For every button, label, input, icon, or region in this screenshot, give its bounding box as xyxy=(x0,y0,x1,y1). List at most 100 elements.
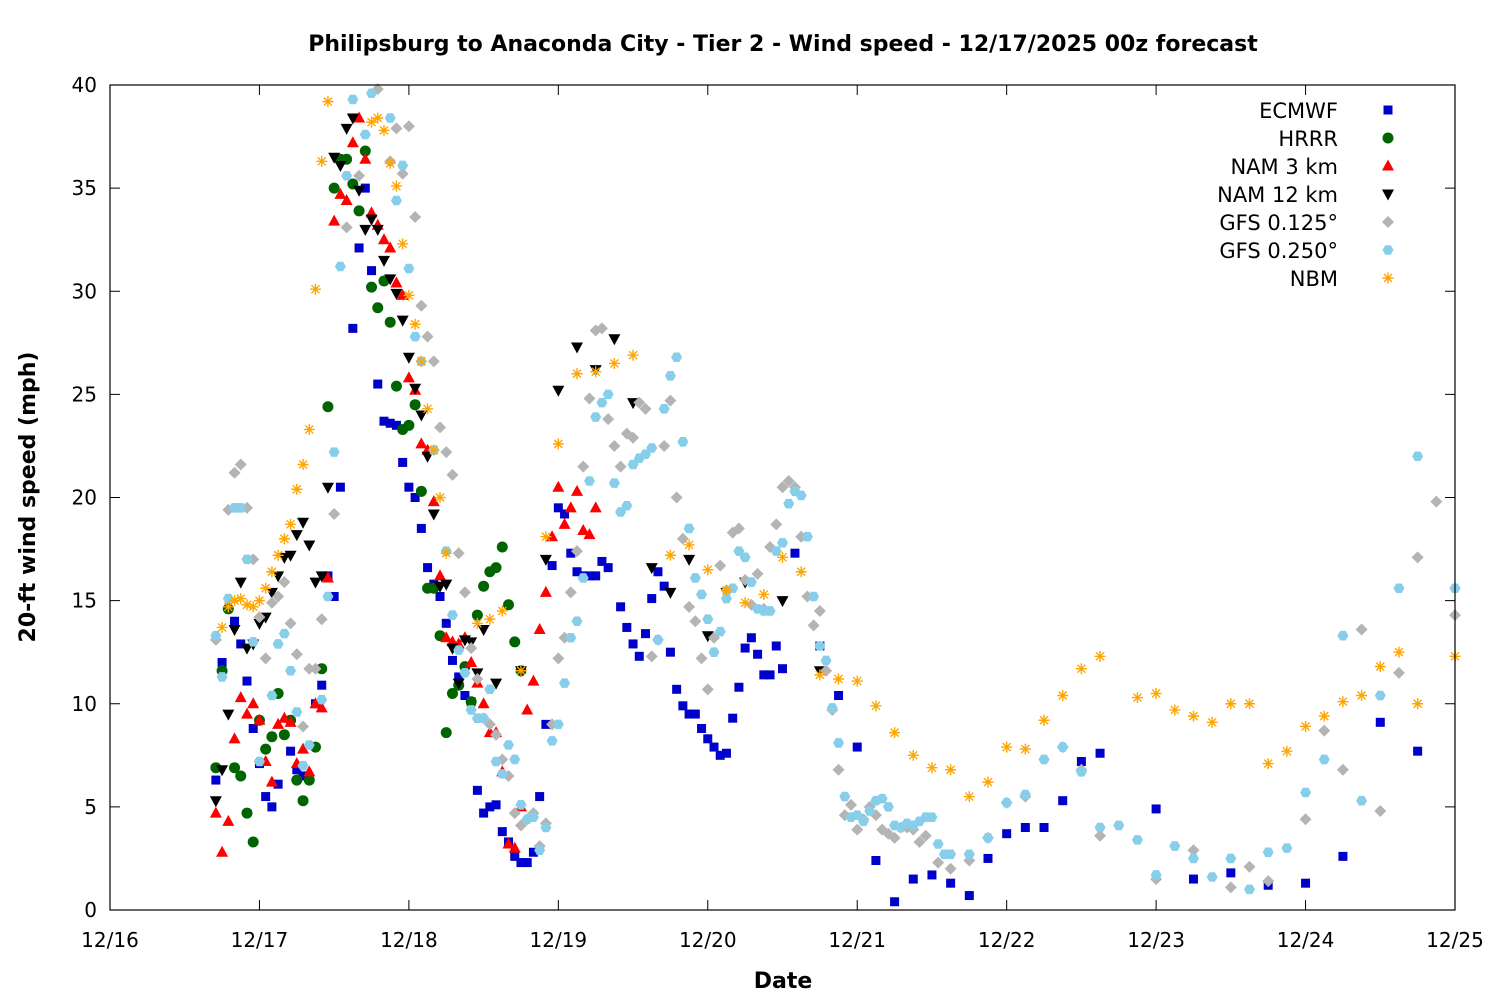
data-point xyxy=(672,684,682,694)
data-point xyxy=(907,749,919,761)
x-tick-label: 12/19 xyxy=(530,928,588,952)
data-point xyxy=(278,576,291,589)
data-point xyxy=(1057,742,1069,752)
data-point xyxy=(309,577,322,589)
data-point xyxy=(1225,853,1237,864)
data-point xyxy=(820,655,832,666)
data-point xyxy=(615,507,627,517)
data-point xyxy=(490,728,503,741)
y-axis-label: 20-ft wind speed (mph) xyxy=(16,352,41,643)
data-point xyxy=(290,530,303,542)
data-point xyxy=(720,593,732,604)
data-point xyxy=(919,829,932,842)
data-point xyxy=(465,696,477,708)
data-point xyxy=(452,547,465,560)
data-point xyxy=(945,849,957,860)
data-point xyxy=(416,523,426,533)
plot-frame xyxy=(109,84,1456,911)
data-point xyxy=(945,764,957,776)
data-point xyxy=(595,322,608,335)
data-point xyxy=(373,379,383,389)
data-point xyxy=(247,637,259,647)
data-point xyxy=(1374,690,1386,701)
data-point xyxy=(377,233,390,245)
data-point xyxy=(564,586,577,599)
data-point xyxy=(322,96,334,107)
series-gfs-0-125 xyxy=(209,83,1461,894)
data-point xyxy=(751,567,764,580)
data-point xyxy=(272,590,285,603)
data-point xyxy=(284,715,297,727)
data-point xyxy=(334,261,346,272)
data-point xyxy=(409,399,421,411)
data-point xyxy=(353,111,366,123)
data-point xyxy=(272,549,284,561)
data-point xyxy=(297,742,310,754)
data-point xyxy=(1224,881,1237,894)
data-point xyxy=(359,145,371,157)
data-point xyxy=(303,774,315,786)
data-point xyxy=(683,600,696,613)
data-point xyxy=(583,392,596,405)
data-point xyxy=(210,630,222,641)
data-point xyxy=(814,641,826,651)
data-point xyxy=(1356,690,1368,701)
data-point xyxy=(982,833,994,843)
data-point xyxy=(321,571,334,583)
data-point xyxy=(684,709,694,719)
data-point xyxy=(820,664,833,677)
data-point xyxy=(404,482,414,492)
data-point xyxy=(423,563,433,573)
data-point xyxy=(683,523,695,534)
data-point xyxy=(479,808,489,818)
data-point xyxy=(677,437,689,447)
data-point xyxy=(702,614,714,624)
data-point xyxy=(515,800,527,810)
data-point xyxy=(795,566,807,578)
data-point xyxy=(259,652,272,665)
data-point xyxy=(653,567,663,577)
data-point xyxy=(1206,872,1218,882)
data-point xyxy=(266,731,278,743)
data-point xyxy=(777,538,788,548)
series-ecmwf xyxy=(211,183,1423,907)
data-point xyxy=(1150,687,1162,699)
data-point xyxy=(1113,820,1125,831)
data-point xyxy=(539,585,552,597)
y-tick-label: 30 xyxy=(72,279,97,303)
data-point xyxy=(639,402,652,415)
data-point xyxy=(1338,851,1348,861)
data-point xyxy=(1094,650,1106,662)
data-point xyxy=(428,444,440,456)
data-point xyxy=(353,205,365,217)
data-point xyxy=(664,394,677,407)
data-point xyxy=(553,503,563,513)
data-point xyxy=(658,439,671,452)
data-point xyxy=(222,814,235,826)
data-point xyxy=(590,412,602,422)
data-point xyxy=(571,616,583,627)
data-point xyxy=(539,554,552,566)
data-point xyxy=(278,533,290,545)
data-point xyxy=(715,750,725,760)
data-point xyxy=(427,509,440,521)
data-point xyxy=(683,539,695,551)
data-point xyxy=(241,554,253,565)
data-point xyxy=(584,571,594,581)
data-point xyxy=(316,155,328,167)
data-point xyxy=(1187,710,1199,722)
data-point xyxy=(229,762,241,774)
data-point xyxy=(303,740,315,750)
x-tick-label: 12/17 xyxy=(231,928,289,952)
data-point xyxy=(782,475,795,487)
data-point xyxy=(242,676,252,686)
data-point xyxy=(776,481,789,494)
data-point xyxy=(932,856,945,869)
y-tick-label: 5 xyxy=(84,795,97,819)
data-point xyxy=(658,404,670,414)
data-point xyxy=(603,563,613,573)
data-point xyxy=(435,592,445,601)
x-tick-label: 12/23 xyxy=(1127,928,1185,952)
data-point xyxy=(515,665,527,677)
data-point xyxy=(844,798,857,811)
